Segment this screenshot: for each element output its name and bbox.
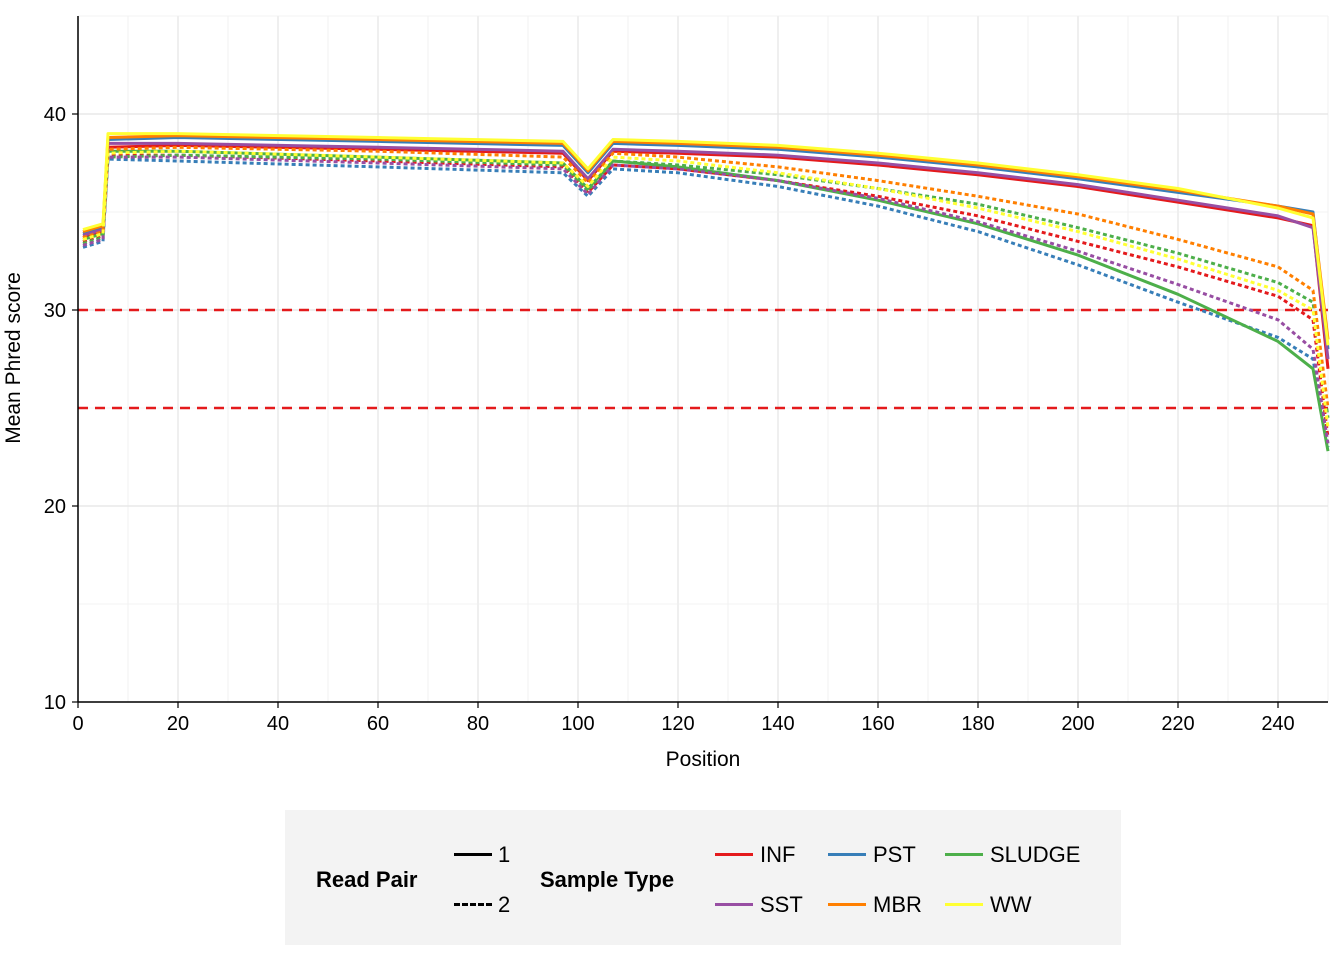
y-axis-title: Mean Phred score — [2, 272, 25, 444]
legend-label-inf: INF — [760, 842, 796, 867]
x-axis-title: Position — [666, 748, 741, 771]
legend-label-read-pair-1: 1 — [498, 842, 511, 867]
legend-key-pst — [828, 853, 866, 856]
legend-label-mbr: MBR — [873, 892, 922, 917]
reference-lines — [78, 308, 1328, 410]
legend-key-read-pair-2 — [454, 903, 492, 906]
y-tick-label: 10 — [44, 692, 66, 714]
legend: Read Pair 1 2 Sample Type INF PST SLUDGE SS… — [285, 810, 1121, 945]
quality-line-chart: 0 20 40 60 80 100 120 140 160 180 200 220 240 10 20 30 4… — [2, 15, 1330, 771]
x-tick-label: 180 — [961, 713, 994, 735]
axes: 0 20 40 60 80 100 120 140 160 180 200 220 240 10 20 30 4… — [44, 16, 1328, 735]
legend-key-inf — [715, 853, 753, 856]
legend-title-sample-type: Sample Type — [540, 867, 675, 892]
series-line-inf-pair-1 — [82, 143, 1330, 369]
x-tick-label: 220 — [1161, 713, 1194, 735]
x-tick-label: 0 — [72, 713, 83, 735]
legend-label-sst: SST — [760, 892, 803, 917]
legend-title-read-pair: Read Pair — [316, 867, 418, 892]
x-tick-label: 60 — [367, 713, 389, 735]
x-tick-label: 20 — [167, 713, 189, 735]
legend-key-sludge — [945, 853, 983, 856]
series-line-sst-pair-1 — [82, 141, 1330, 360]
series-line-sst-pair-2 — [82, 155, 1330, 444]
series-line-ww-pair-1 — [82, 132, 1330, 346]
legend-label-read-pair-2: 2 — [498, 892, 511, 917]
legend-label-sludge: SLUDGE — [990, 842, 1081, 867]
x-tick-label: 200 — [1061, 713, 1094, 735]
y-tick-label: 20 — [44, 496, 66, 518]
legend-label-ww: WW — [990, 892, 1032, 917]
x-tick-label: 40 — [267, 713, 289, 735]
legend-key-mbr — [828, 903, 866, 906]
grid-lines — [77, 15, 1329, 703]
legend-key-sst — [715, 903, 753, 906]
series-line-ww-pair-2 — [82, 149, 1330, 428]
x-tick-label: 80 — [467, 713, 489, 735]
x-tick-label: 120 — [661, 713, 694, 735]
x-tick-label: 100 — [561, 713, 594, 735]
series-lines — [82, 132, 1330, 452]
y-tick-label: 40 — [44, 104, 66, 126]
legend-key-read-pair-1 — [454, 853, 492, 856]
y-tick-label: 30 — [44, 300, 66, 322]
series-line-mbr-pair-2 — [82, 145, 1330, 409]
legend-label-pst: PST — [873, 842, 916, 867]
x-tick-label: 160 — [861, 713, 894, 735]
x-tick-label: 140 — [761, 713, 794, 735]
series-line-pst-pair-2 — [82, 157, 1330, 448]
legend-key-ww — [945, 903, 983, 906]
x-tick-label: 240 — [1261, 713, 1294, 735]
